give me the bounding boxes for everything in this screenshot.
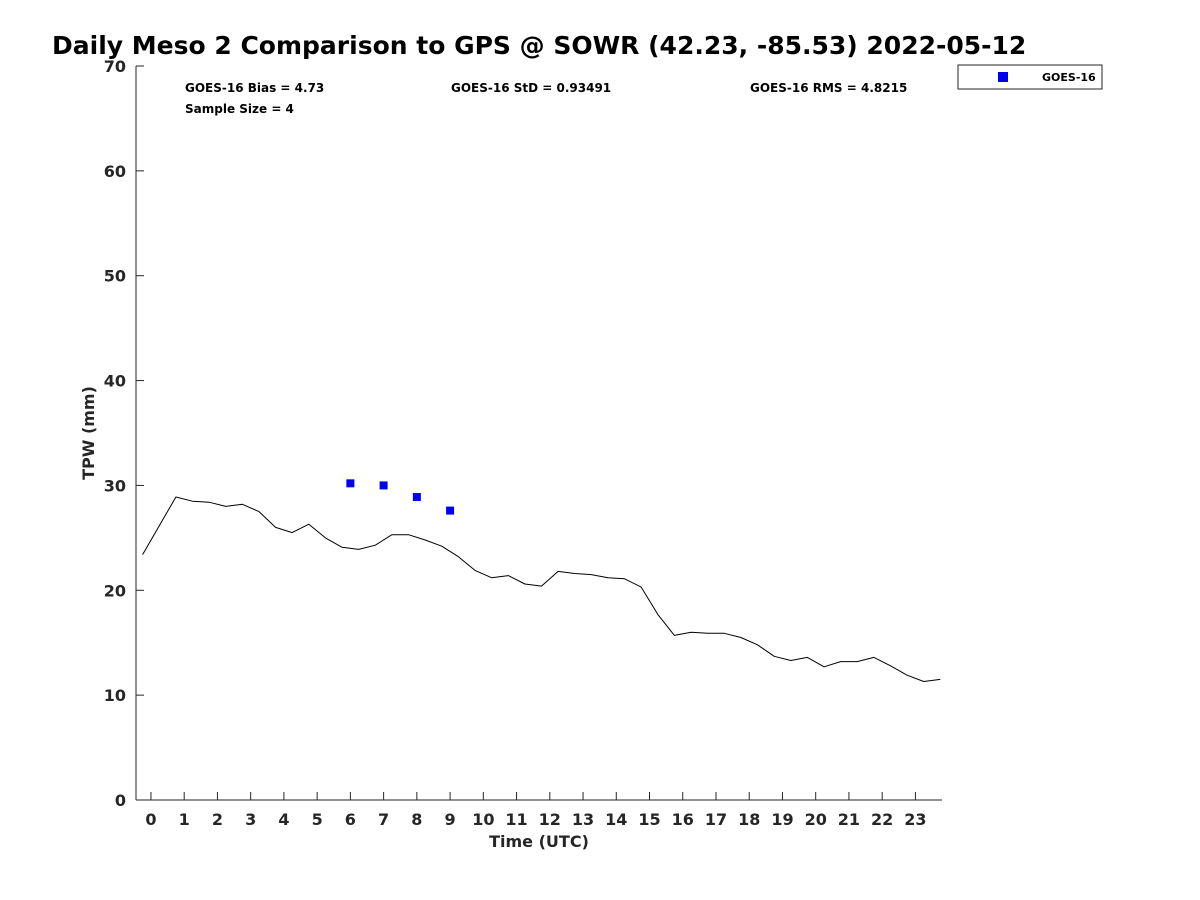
x-tick-label: 13 bbox=[572, 810, 594, 829]
gps-tpw-line bbox=[142, 496, 941, 682]
x-tick-label: 20 bbox=[805, 810, 827, 829]
goes16-point bbox=[446, 506, 455, 515]
x-tick-label: 19 bbox=[771, 810, 793, 829]
x-tick-label: 18 bbox=[738, 810, 760, 829]
sample-size-stat: Sample Size = 4 bbox=[185, 102, 294, 116]
x-ticks: 0 1 2 3 4 5 6 7 8 9 10 11 12 13 14 15 16 17 18 19 20 21 22 23 bbox=[145, 792, 927, 829]
y-axis-label: TPW (mm) bbox=[79, 386, 98, 480]
x-tick-label: 7 bbox=[378, 810, 389, 829]
x-tick-label: 5 bbox=[312, 810, 323, 829]
goes16-point bbox=[412, 492, 421, 501]
y-ticks: 0 10 20 30 40 50 60 70 bbox=[104, 57, 144, 810]
plot-area bbox=[135, 66, 942, 801]
bias-stat: GOES-16 Bias = 4.73 bbox=[185, 81, 324, 95]
chart-title: Daily Meso 2 Comparison to GPS @ SOWR (4… bbox=[52, 31, 1026, 60]
std-stat: GOES-16 StD = 0.93491 bbox=[451, 81, 611, 95]
y-tick-label: 10 bbox=[104, 686, 126, 705]
y-tick-label: 50 bbox=[104, 267, 126, 286]
series-layer bbox=[142, 479, 941, 682]
y-tick-label: 60 bbox=[104, 162, 126, 181]
x-tick-label: 12 bbox=[539, 810, 561, 829]
x-tick-label: 21 bbox=[838, 810, 860, 829]
x-tick-label: 8 bbox=[411, 810, 422, 829]
x-tick-label: 1 bbox=[179, 810, 190, 829]
x-tick-label: 4 bbox=[278, 810, 289, 829]
y-tick-label: 0 bbox=[115, 791, 126, 810]
y-tick-label: 30 bbox=[104, 476, 126, 495]
x-tick-label: 16 bbox=[672, 810, 694, 829]
x-tick-label: 22 bbox=[871, 810, 893, 829]
legend-box bbox=[957, 64, 1103, 90]
x-axis-label: Time (UTC) bbox=[489, 832, 589, 851]
x-tick-label: 6 bbox=[345, 810, 356, 829]
x-tick-label: 14 bbox=[605, 810, 627, 829]
x-tick-label: 9 bbox=[445, 810, 456, 829]
x-tick-label: 3 bbox=[245, 810, 256, 829]
y-tick-label: 70 bbox=[104, 57, 126, 76]
x-tick-label: 17 bbox=[705, 810, 727, 829]
legend-marker-goes16 bbox=[998, 72, 1008, 82]
legend: GOES-16 bbox=[957, 64, 1103, 90]
x-tick-label: 10 bbox=[472, 810, 494, 829]
x-tick-label: 15 bbox=[638, 810, 660, 829]
goes16-point bbox=[346, 479, 355, 488]
x-tick-label: 2 bbox=[212, 810, 223, 829]
y-tick-label: 40 bbox=[104, 372, 126, 391]
rms-stat: GOES-16 RMS = 4.8215 bbox=[750, 81, 907, 95]
legend-label-goes16: GOES-16 bbox=[1042, 71, 1096, 84]
x-tick-label: 0 bbox=[145, 810, 156, 829]
x-tick-label: 11 bbox=[505, 810, 527, 829]
x-tick-label: 23 bbox=[904, 810, 926, 829]
y-tick-label: 20 bbox=[104, 581, 126, 600]
goes16-point bbox=[379, 481, 388, 490]
